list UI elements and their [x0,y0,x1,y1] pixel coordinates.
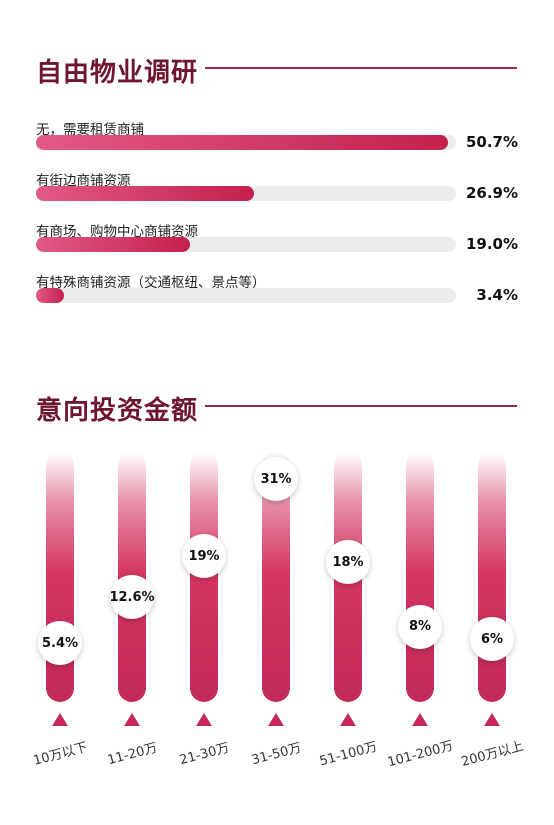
bar-value-label: 50.7% [465,133,518,151]
section-title-research: 自由物业调研 [36,58,199,88]
bar-value-bubble: 12.6% [109,575,155,620]
category-label: 31-50万 [250,740,303,769]
section-title-investment: 意向投资金额 [36,396,199,426]
title-rule-research [205,67,517,69]
title-rule-investment [205,405,517,407]
bar-track [36,186,456,201]
bar [36,288,64,303]
category-label: 51-100万 [318,739,379,770]
bar-label: 无，需要租赁商铺 [36,122,144,138]
category-label: 21-30万 [178,740,231,769]
category-label: 10万以下 [31,740,90,769]
bar-label: 有特殊商铺资源（交通枢纽、景点等） [36,275,266,291]
bar-value-label: 3.4% [476,286,518,304]
category-label: 11-20万 [106,740,159,769]
bar [36,186,255,201]
bar-value-bubble: 5.4% [38,621,82,666]
triangle-marker-icon [196,713,212,726]
category-label: 200万以上 [459,738,526,770]
bar-value-label: 26.9% [465,184,518,202]
bar-label: 有街边商铺资源 [36,173,131,189]
bar [36,237,191,252]
bar-value-bubble: 8% [398,604,442,649]
bar-value-bubble: 19% [182,534,226,579]
triangle-marker-icon [268,713,284,726]
bar-label: 有商场、购物中心商铺资源 [36,224,198,240]
bar-track [36,135,456,150]
bar-value-bubble: 31% [254,457,298,501]
triangle-marker-icon [124,713,140,726]
bar-value-bubble: 18% [326,540,370,585]
triangle-marker-icon [412,713,428,726]
bar [478,452,506,702]
triangle-marker-icon [484,713,500,726]
bar-track [36,288,456,303]
category-label: 101-200万 [386,738,455,771]
bar [406,452,434,702]
bar [36,135,448,150]
bar-value-label: 19.0% [465,235,518,253]
triangle-marker-icon [340,713,356,726]
bar-value-bubble: 6% [470,617,514,662]
triangle-marker-icon [52,713,68,726]
bar-track [36,237,456,252]
